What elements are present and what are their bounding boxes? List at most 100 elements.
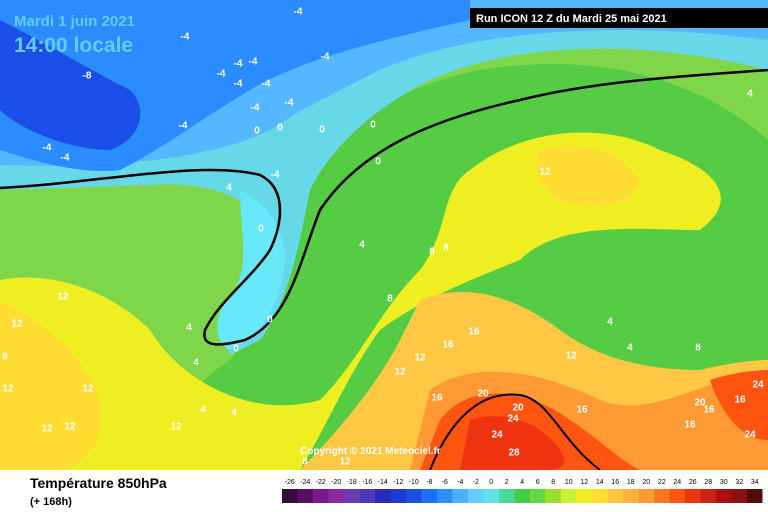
contour-label: 4 [607, 317, 613, 328]
scale-label: -12 [393, 479, 403, 486]
contour-label: 16 [576, 405, 588, 416]
footer-lead: (+ 168h) [30, 496, 72, 508]
scale-label: 20 [642, 479, 650, 486]
time: 14:00 locale [14, 34, 133, 57]
contour-label: -8 [83, 71, 92, 82]
scale-label: 30 [720, 479, 728, 486]
contour-label: -4 [251, 103, 260, 114]
contour-label: -4 [179, 121, 188, 132]
contour-label: 12 [11, 319, 23, 330]
contour-label: -4 [234, 79, 243, 90]
contour-label: -4 [321, 52, 330, 63]
scale-swatch [716, 489, 732, 503]
contour-label: -4 [43, 143, 52, 154]
zone-yellow [0, 132, 721, 470]
isotherm-24 [429, 393, 601, 471]
contour-label: 16 [684, 420, 696, 431]
zone-cold-tongue [217, 190, 285, 350]
scale-label: 4 [520, 479, 524, 486]
contour-label: 8 [2, 352, 8, 363]
contour-label: 4 [231, 408, 237, 419]
contour-label: 8 [302, 457, 308, 468]
contour-label: 8 [429, 247, 435, 258]
contour-label: -4 [285, 98, 294, 109]
scale-swatch [359, 489, 375, 503]
scale-swatch [638, 489, 654, 503]
contour-label: -4 [181, 32, 190, 43]
contour-label: 8 [695, 343, 701, 354]
scale-swatch [406, 489, 422, 503]
contour-label: 12 [2, 384, 14, 395]
contour-label: 20 [512, 403, 524, 414]
contour-label: 4 [186, 323, 192, 334]
contour-label: 12 [170, 422, 182, 433]
contour-label: 0 [254, 126, 260, 137]
contour-label: 12 [394, 367, 406, 378]
scale-label: 32 [735, 479, 743, 486]
contour-label: 24 [744, 430, 756, 441]
scale-swatch [700, 489, 716, 503]
scale-label: 24 [673, 479, 681, 486]
scale-swatch [561, 489, 577, 503]
contour-label: 8 [387, 294, 393, 305]
scale-label: -6 [442, 479, 448, 486]
scale-swatch [530, 489, 546, 503]
contour-label: 16 [703, 405, 715, 416]
scale-swatch [344, 489, 360, 503]
scale-label: -10 [409, 479, 419, 486]
scale-label: 8 [551, 479, 555, 486]
scale-label: 6 [536, 479, 540, 486]
zone-yellow-west [0, 300, 102, 470]
scale-label: -24 [300, 479, 310, 486]
zone-darkblue [0, 20, 141, 150]
scale-swatch [731, 489, 747, 503]
scale-swatch [623, 489, 639, 503]
scale-label: -8 [426, 479, 432, 486]
contour-label: -4 [61, 153, 70, 164]
contour-label: 12 [414, 353, 426, 364]
zone-yellow-north [536, 146, 640, 206]
scale-label: -18 [347, 479, 357, 486]
scale-swatch [328, 489, 344, 503]
scale-swatch [313, 489, 329, 503]
zone-red [460, 416, 565, 470]
scale-swatch [437, 489, 453, 503]
copyright: Copyright © 2021 Meteociel.fr [300, 446, 441, 457]
scale-label: 16 [611, 479, 619, 486]
scale-swatch [282, 489, 298, 503]
scale-label: -14 [378, 479, 388, 486]
scale-swatch [592, 489, 608, 503]
scale-swatch [607, 489, 623, 503]
contour-label: 0 [277, 123, 283, 134]
contour-label: -4 [271, 170, 280, 181]
contour-label: 4 [193, 358, 199, 369]
scale-swatch [747, 489, 763, 503]
contour-label: 8 [443, 243, 449, 254]
footer-title: Température 850hPa [30, 475, 167, 491]
contour-label: 12 [82, 384, 94, 395]
scale-label: 34 [751, 479, 759, 486]
contour-label: 0 [233, 344, 239, 355]
run-box [470, 8, 768, 28]
contour-label: 0 [370, 120, 376, 131]
zero-isotherm [0, 68, 768, 346]
scale-swatch [499, 489, 515, 503]
scale-swatch [654, 489, 670, 503]
scale-label: -20 [331, 479, 341, 486]
contour-label: 0 [319, 125, 325, 136]
scale-swatch [452, 489, 468, 503]
scale-swatch [375, 489, 391, 503]
contour-label: 20 [477, 389, 489, 400]
contour-label: 12 [565, 351, 577, 362]
contour-label: -4 [294, 7, 303, 18]
contour-label: 24 [507, 414, 519, 425]
scale-swatch [483, 489, 499, 503]
contour-label: 0 [375, 157, 381, 168]
scale-label: -4 [457, 479, 463, 486]
scale-swatch [669, 489, 685, 503]
run-info: Run ICON 12 Z du Mardi 25 mai 2021 [476, 13, 667, 25]
contour-label: 0 [258, 224, 264, 235]
date: Mardi 1 juin 2021 [14, 13, 135, 30]
contour-label: 12 [64, 422, 76, 433]
